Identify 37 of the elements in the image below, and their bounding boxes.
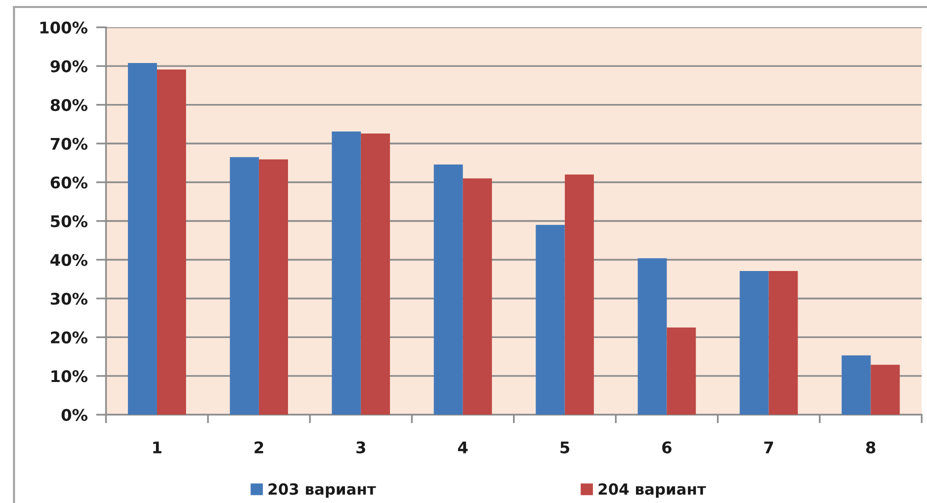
bar [258,159,288,415]
y-tick-label: 40% [50,254,88,266]
bar [462,178,492,415]
bar [564,174,594,415]
x-tick-label: 4 [458,442,468,454]
y-tick-label: 100% [40,22,88,34]
x-tick-label: 1 [153,442,162,454]
bar [332,132,361,415]
y-tick-label: 10% [52,370,88,382]
bar [156,70,186,415]
legend-label: 203 вариант [268,483,376,498]
y-tick-label: 20% [50,331,88,344]
y-tick-label: 0% [62,408,88,421]
bar [536,224,565,415]
x-tick-label: 3 [356,441,366,454]
legend-label: 204 вариант [598,483,706,498]
bar [740,270,769,415]
y-tick-label: 30% [50,292,88,305]
bar [666,328,696,415]
bar [638,258,667,415]
y-tick-label: 60% [50,176,88,189]
bar [128,62,157,415]
bar [842,355,871,415]
x-tick-label: 8 [866,441,876,454]
y-tick-label: 90% [50,60,88,72]
bar [360,133,390,415]
y-tick-label: 50% [50,215,88,228]
x-tick-label: 6 [662,441,672,454]
x-tick-label: 5 [560,442,570,454]
bar [768,270,798,415]
y-tick-label: 80% [50,98,88,112]
bar [870,364,900,415]
x-tick-label: 7 [764,442,774,454]
y-tick-label: 70% [50,138,88,150]
x-tick-label: 2 [254,441,264,454]
bar [230,157,259,415]
bar [434,164,463,415]
